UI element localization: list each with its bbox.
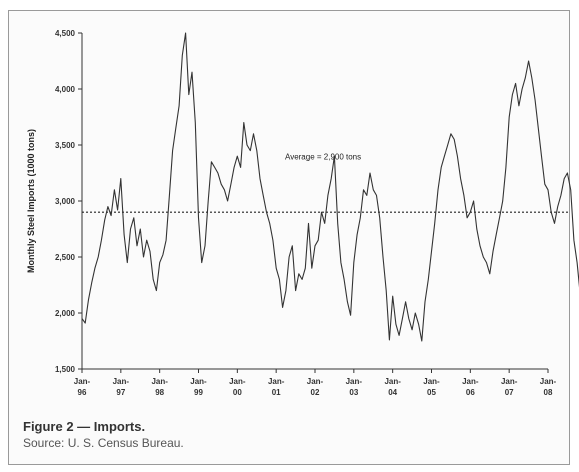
average-annotation: Average = 2,900 tons [285, 153, 361, 162]
x-tick-label-bottom: 96 [78, 388, 87, 397]
x-tick-label-bottom: 00 [233, 388, 242, 397]
x-tick-label-bottom: 01 [272, 388, 281, 397]
y-tick-label: 4,000 [55, 85, 76, 94]
x-tick-label-top: Jan- [501, 377, 518, 386]
x-tick-label-top: Jan- [462, 377, 479, 386]
x-tick-label-top: Jan- [307, 377, 324, 386]
series-line [81, 32, 579, 342]
x-tick-label-bottom: 03 [349, 388, 358, 397]
x-tick-label-bottom: 99 [194, 388, 203, 397]
x-tick-label-top: Jan- [423, 377, 440, 386]
x-axis-ticks: Jan- 96 Jan- 97 Jan- 98 Jan- 99 Jan- 00 Jan- 01 Jan-… [74, 369, 557, 397]
x-tick-label-top: Jan- [346, 377, 363, 386]
x-tick-label-bottom: 02 [311, 388, 320, 397]
x-tick-label-top: Jan- [540, 377, 557, 386]
x-tick-label-bottom: 06 [466, 388, 475, 397]
y-tick-label: 3,500 [55, 141, 76, 150]
x-tick-label-bottom: 07 [505, 388, 514, 397]
y-axis-ticks: 1,500 2,000 2,500 3,000 3,500 4,000 4,500 [55, 29, 82, 374]
x-tick-label-top: Jan- [268, 377, 285, 386]
y-tick-label: 1,500 [55, 365, 76, 374]
chart-axes [81, 33, 548, 370]
x-tick-label-bottom: 05 [427, 388, 436, 397]
x-tick-label-top: Jan- [113, 377, 130, 386]
x-tick-label-top: Jan- [229, 377, 246, 386]
figure-source: Source: U. S. Census Bureau. [23, 436, 184, 450]
y-tick-label: 4,500 [55, 29, 76, 38]
y-tick-label: 3,000 [55, 197, 76, 206]
x-tick-label-top: Jan- [74, 377, 91, 386]
x-tick-label-bottom: 08 [544, 388, 553, 397]
y-tick-label: 2,000 [55, 309, 76, 318]
y-axis-label: Monthly Steel Imports (1000 tons) [26, 129, 36, 273]
x-tick-label-bottom: 04 [388, 388, 397, 397]
y-tick-label: 2,500 [55, 253, 76, 262]
x-tick-label-top: Jan- [151, 377, 168, 386]
x-tick-label-bottom: 98 [155, 388, 164, 397]
figure-caption: Figure 2 — Imports. Source: U. S. Census… [23, 418, 184, 452]
x-tick-label-top: Jan- [190, 377, 207, 386]
figure-title: Figure 2 — Imports. [23, 419, 146, 434]
x-tick-label-bottom: 97 [116, 388, 125, 397]
x-tick-label-top: Jan- [384, 377, 401, 386]
